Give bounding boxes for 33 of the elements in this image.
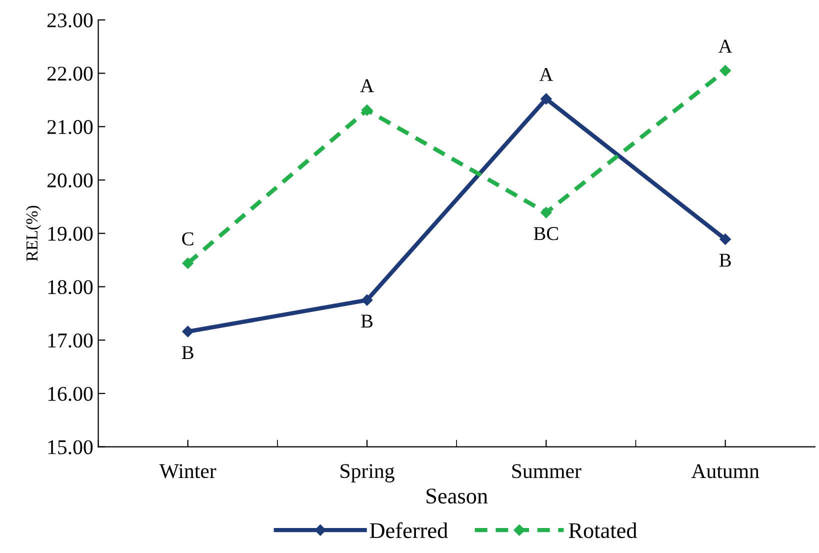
y-tick-label: 15.00 [48,440,93,454]
point [361,294,373,306]
x-tick-label: Autumn [691,464,760,478]
y-tick-label: 21.00 [47,120,93,134]
point [182,258,194,269]
legend-label: Rotated [568,522,638,538]
y-tick-label: 20.00 [47,173,93,188]
x-tick-label: Spring [340,464,394,482]
point [720,234,731,245]
y-tick-label: 23.00 [47,13,93,28]
x-tick-label: Summer [512,464,582,478]
y-axis-title: REL(%) [26,206,41,262]
y-tick-label: 19.00 [48,226,93,241]
y-tick-label: 17.00 [48,333,93,348]
point [540,93,552,104]
annotation: B [182,346,194,359]
point [182,326,194,338]
annotation: A [539,68,554,81]
y-tick-label: 18.00 [48,280,93,294]
annotation: B [361,314,373,328]
x-axis-title: Season [426,488,488,504]
y-tick-label: 22.00 [47,66,93,81]
point [361,104,373,116]
annotation: B [719,254,731,267]
annotation: BC [534,227,558,240]
y-tick-label: 16.00 [48,386,93,401]
point [540,206,552,218]
x-tick-label: Winter [159,464,216,478]
annotation: A [718,40,732,53]
annotation: C [182,232,194,246]
annotation: A [360,79,374,92]
legend-label: Deferred [370,522,448,538]
point [720,65,731,76]
